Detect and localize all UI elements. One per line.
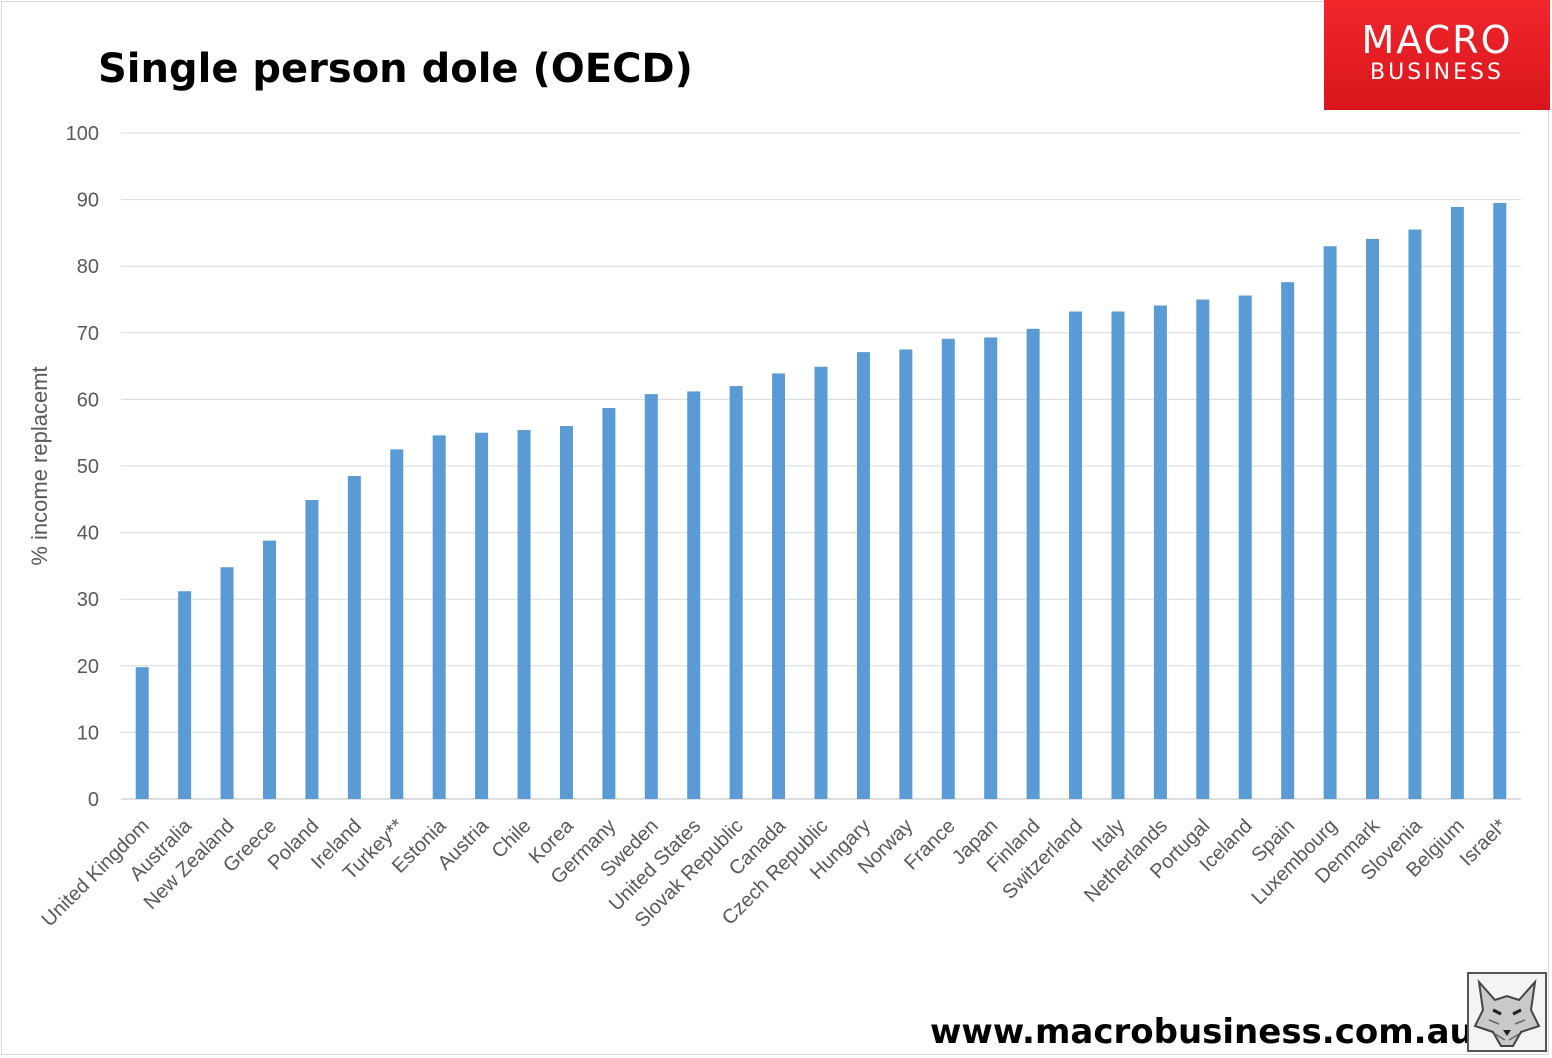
y-tick-label: 30 bbox=[77, 589, 99, 611]
bar bbox=[644, 394, 658, 799]
y-axis-label: % income replacemt bbox=[27, 366, 52, 565]
y-tick-label: 60 bbox=[77, 389, 99, 411]
bar bbox=[135, 667, 149, 799]
bar bbox=[475, 432, 489, 799]
y-tick-label: 10 bbox=[77, 722, 99, 744]
bar bbox=[1153, 305, 1167, 799]
bar bbox=[1323, 246, 1337, 800]
bar bbox=[1238, 295, 1252, 799]
bar bbox=[899, 349, 913, 799]
y-tick-label: 0 bbox=[88, 789, 99, 811]
logo-line-2: BUSINESS bbox=[1370, 60, 1504, 85]
y-axis-ticks: 0 10 20 30 40 50 60 70 80 90 100 bbox=[66, 123, 99, 811]
macrobusiness-logo: MACRO BUSINESS bbox=[1324, 0, 1550, 110]
y-tick-label: 90 bbox=[77, 190, 99, 212]
bar bbox=[941, 338, 955, 799]
y-tick-label: 80 bbox=[77, 256, 99, 278]
y-tick-label: 50 bbox=[77, 456, 99, 478]
bar bbox=[1111, 311, 1125, 799]
bar bbox=[390, 449, 404, 799]
bar bbox=[1493, 202, 1507, 799]
bar bbox=[687, 391, 701, 799]
y-tick-label: 40 bbox=[77, 523, 99, 545]
bar bbox=[559, 426, 573, 799]
wolf-head-icon bbox=[1467, 972, 1547, 1052]
bar bbox=[305, 499, 319, 799]
bar bbox=[1026, 328, 1040, 799]
bar bbox=[1069, 311, 1083, 799]
bar bbox=[1408, 229, 1422, 799]
bar bbox=[602, 408, 616, 799]
bar bbox=[1281, 282, 1295, 800]
y-tick-label: 70 bbox=[77, 323, 99, 345]
website-url: www.macrobusiness.com.au bbox=[930, 1012, 1474, 1052]
bar bbox=[984, 337, 998, 799]
bar bbox=[814, 366, 828, 799]
bar bbox=[729, 386, 743, 799]
bar bbox=[517, 430, 531, 799]
bar bbox=[772, 373, 786, 799]
bar bbox=[1196, 299, 1210, 799]
x-category-label: Israel* bbox=[1456, 815, 1512, 871]
bar bbox=[1450, 206, 1464, 799]
bar bbox=[178, 591, 192, 799]
chart-title: Single person dole (OECD) bbox=[98, 46, 693, 92]
y-tick-label: 100 bbox=[66, 123, 99, 145]
y-tick-label: 20 bbox=[77, 656, 99, 678]
bar bbox=[1366, 238, 1380, 800]
logo-line-1: MACRO bbox=[1361, 18, 1513, 62]
bar bbox=[220, 567, 234, 799]
bar bbox=[432, 435, 446, 799]
bar bbox=[347, 475, 361, 799]
bar bbox=[856, 352, 870, 799]
bar bbox=[262, 540, 276, 799]
bars bbox=[135, 202, 1507, 800]
